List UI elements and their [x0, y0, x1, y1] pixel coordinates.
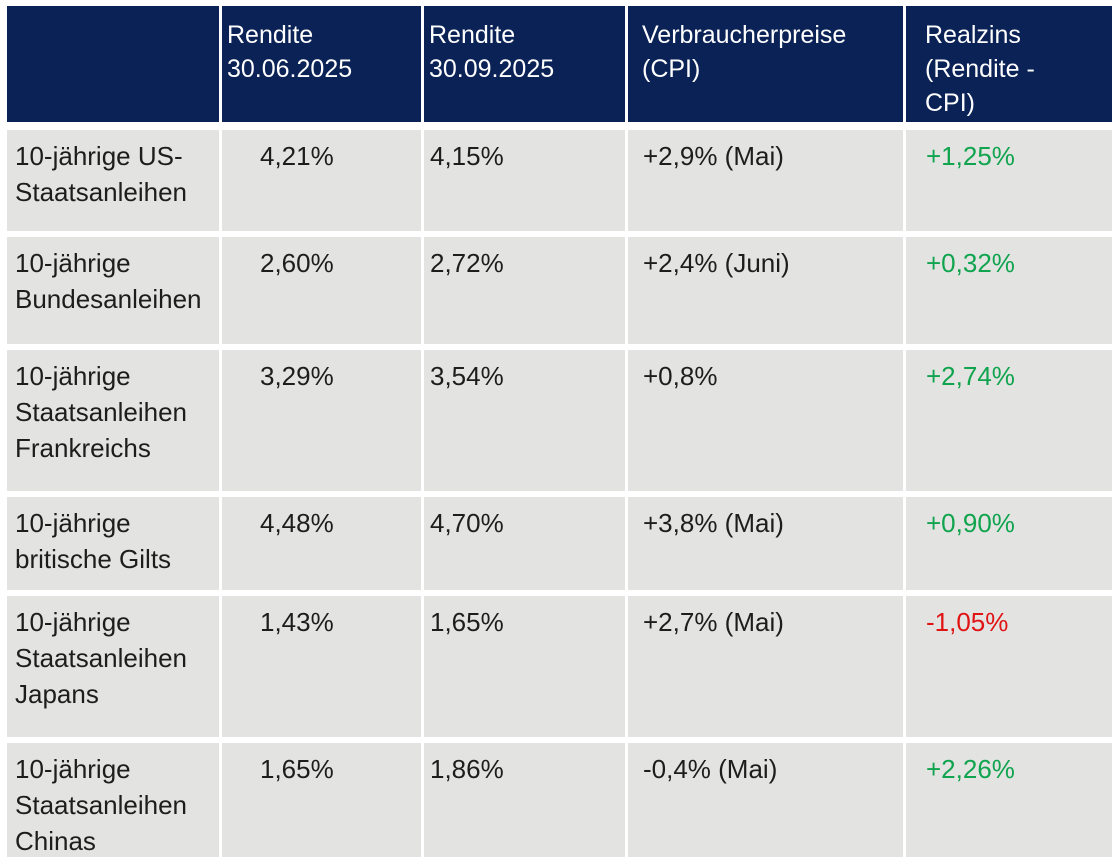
rendite-sep-cell: 3,54%	[424, 350, 625, 491]
rendite-sep-cell: 4,70%	[424, 497, 625, 590]
bond-name-cell: 10-jährige Bundesanleihen	[7, 237, 219, 344]
rendite-sep-cell: 4,15%	[424, 130, 625, 231]
cpi-cell: +2,9% (Mai)	[628, 130, 903, 231]
realzins-cell: +1,25%	[906, 130, 1112, 231]
table-row: 10-jährige US-Staatsanleihen 4,21% 4,15%…	[7, 130, 1112, 231]
rendite-sep-cell: 2,72%	[424, 237, 625, 344]
header-cell-cpi: Verbraucherpreise (CPI)	[628, 6, 903, 122]
bond-name-cell: 10-jährige Staatsanleihen Japans	[7, 596, 219, 737]
rendite-sep-cell: 1,65%	[424, 596, 625, 737]
bond-name-cell: 10-jährige US-Staatsanleihen	[7, 130, 219, 231]
rendite-jun-cell: 2,60%	[222, 237, 421, 344]
rendite-jun-cell: 4,21%	[222, 130, 421, 231]
rendite-jun-cell: 4,48%	[222, 497, 421, 590]
rendite-jun-cell: 1,65%	[222, 743, 421, 857]
table-body: 10-jährige US-Staatsanleihen 4,21% 4,15%…	[7, 130, 1112, 857]
cpi-cell: +2,7% (Mai)	[628, 596, 903, 737]
bond-yield-cpi-table: Rendite 30.06.2025 Rendite 30.09.2025 Ve…	[7, 6, 1112, 863]
cpi-cell: +0,8%	[628, 350, 903, 491]
header-cell-realzins: Realzins (Rendite - CPI)	[906, 6, 1112, 122]
header-cell-empty	[7, 6, 219, 122]
rendite-sep-cell: 1,86%	[424, 743, 625, 857]
realzins-cell: +2,26%	[906, 743, 1112, 857]
realzins-cell: +0,90%	[906, 497, 1112, 590]
realzins-cell: +2,74%	[906, 350, 1112, 491]
rendite-jun-cell: 3,29%	[222, 350, 421, 491]
header-cell-rendite-jun: Rendite 30.06.2025	[222, 6, 421, 122]
bond-name-cell: 10-jährige Staatsanleihen Chinas	[7, 743, 219, 857]
table-row: 10-jährige britische Gilts 4,48% 4,70% +…	[7, 497, 1112, 590]
bond-name-cell: 10-jährige britische Gilts	[7, 497, 219, 590]
table-header-row: Rendite 30.06.2025 Rendite 30.09.2025 Ve…	[7, 6, 1112, 122]
header-cell-rendite-sep: Rendite 30.09.2025	[424, 6, 625, 122]
bond-name-cell: 10-jährige Staatsanleihen Frankreichs	[7, 350, 219, 491]
cpi-cell: -0,4% (Mai)	[628, 743, 903, 857]
rendite-jun-cell: 1,43%	[222, 596, 421, 737]
cpi-cell: +3,8% (Mai)	[628, 497, 903, 590]
table-row: 10-jährige Staatsanleihen Chinas 1,65% 1…	[7, 743, 1112, 857]
table-row: 10-jährige Staatsanleihen Frankreichs 3,…	[7, 350, 1112, 491]
table-row: 10-jährige Staatsanleihen Japans 1,43% 1…	[7, 596, 1112, 737]
realzins-cell: +0,32%	[906, 237, 1112, 344]
realzins-cell: -1,05%	[906, 596, 1112, 737]
cpi-cell: +2,4% (Juni)	[628, 237, 903, 344]
table-row: 10-jährige Bundesanleihen 2,60% 2,72% +2…	[7, 237, 1112, 344]
